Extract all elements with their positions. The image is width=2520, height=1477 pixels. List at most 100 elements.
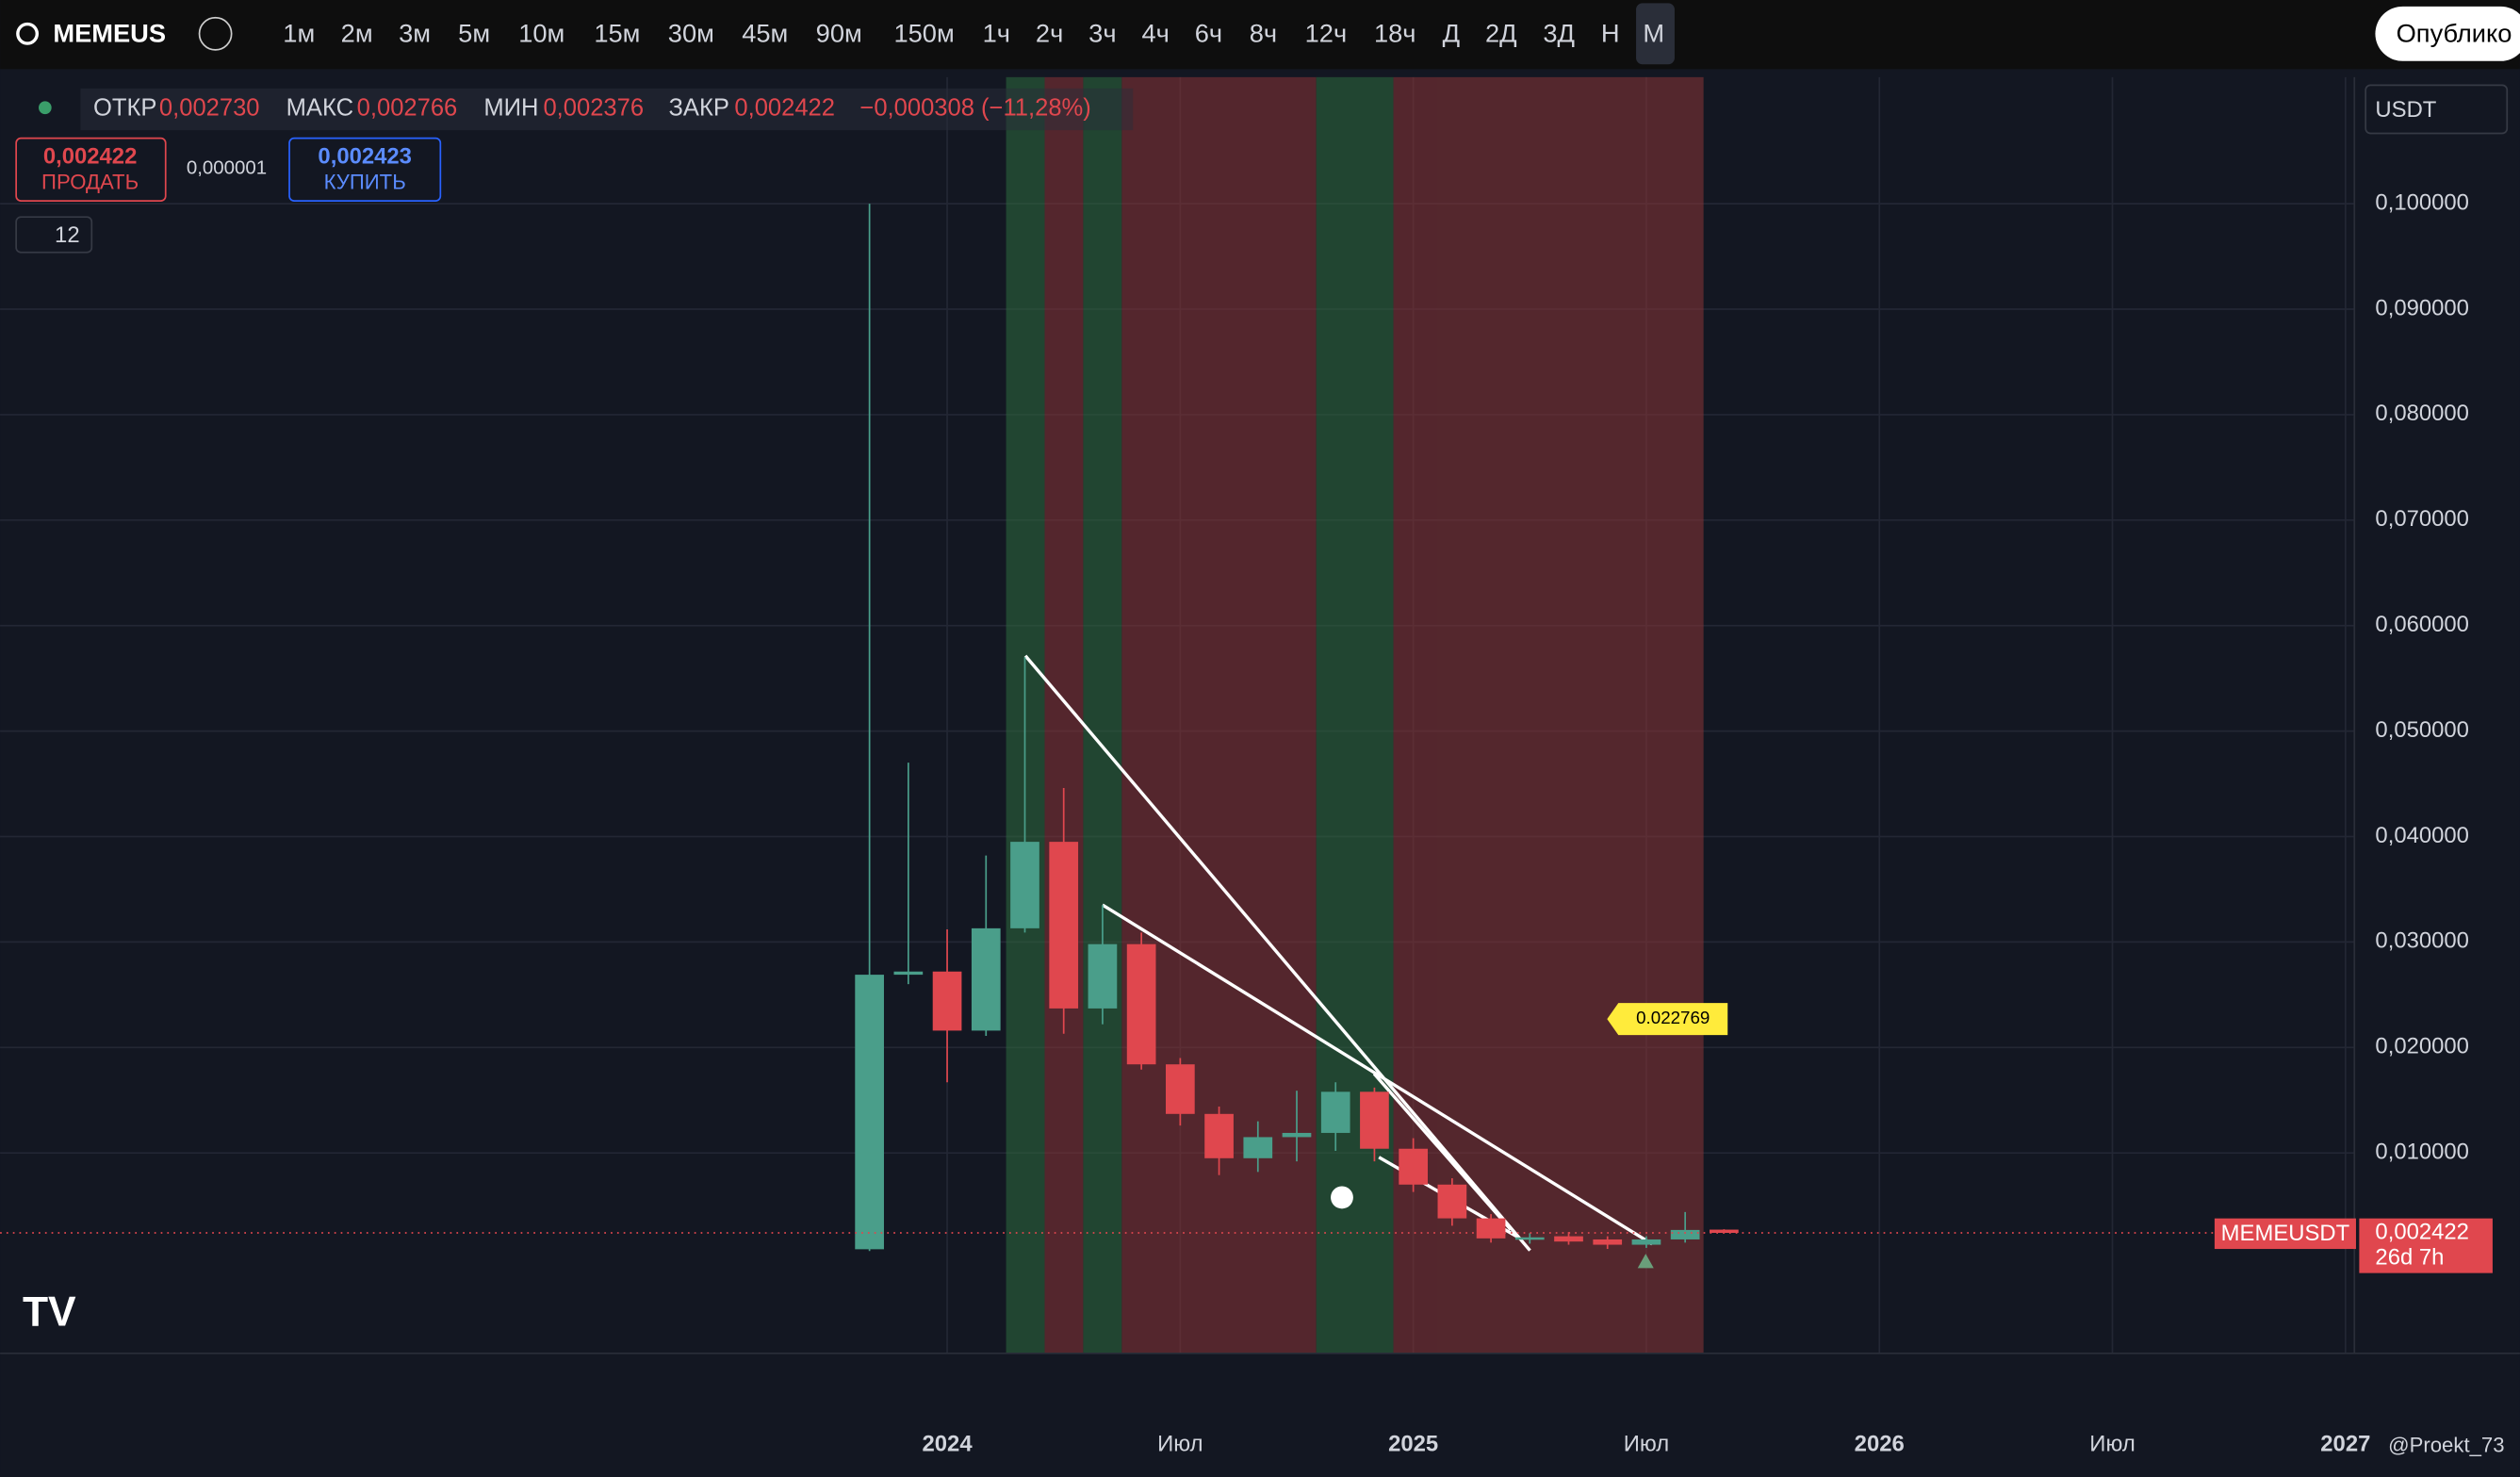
candle-body [1243,1137,1273,1158]
candle-body [1010,842,1039,928]
publish[interactable]: Опублико [2397,19,2512,48]
symbol-tag-text: MEMEUSDT [2221,1221,2350,1246]
y-tick-label: 0,020000 [2375,1034,2469,1059]
y-tick-label: 0,050000 [2375,717,2469,743]
candle-body [1399,1148,1428,1185]
interval[interactable]: 1м [283,19,315,48]
buy-price[interactable]: 0,002423 [318,143,412,169]
currency[interactable]: USDT [2375,97,2436,123]
interval[interactable]: 3м [399,19,431,48]
candle-body [855,975,884,1250]
interval[interactable]: 4ч [1141,19,1169,48]
price-tag-countdown: 26d 7h [2375,1245,2444,1271]
candle-body [1476,1218,1506,1239]
legend-close-name: ЗАКР [668,95,728,122]
y-tick-label: 0,030000 [2375,928,2469,954]
y-tick-label: 0,080000 [2375,401,2469,426]
x-tick-label: 2024 [923,1431,974,1456]
y-tick-label: 0,010000 [2375,1140,2469,1165]
active-interval [1636,3,1675,65]
legend-close: 0,002422 [734,95,835,122]
symbol-tag [2214,1218,2356,1250]
spread: 0,000001 [187,156,267,178]
interval[interactable]: 3ч [1088,19,1116,48]
y-tick-label: 0,070000 [2375,506,2469,532]
candle-body [1554,1236,1583,1242]
toolbar [0,0,2520,70]
interval[interactable]: 2м [341,19,373,48]
indicators-toggle[interactable] [15,216,93,254]
interval[interactable]: 2ч [1036,19,1063,48]
legend-open: 0,002730 [159,95,260,122]
legend-bg [80,88,1134,131]
status-dot [39,101,52,115]
x-tick-label: 2027 [2320,1431,2370,1456]
indicators-count[interactable]: 12 [55,222,80,248]
interval[interactable]: 5м [458,19,490,48]
candle-body [1204,1113,1234,1158]
x-tick-label: 2025 [1388,1431,1438,1456]
y-tick-label: 0,040000 [2375,823,2469,848]
candle-body [1360,1091,1389,1149]
candle-body [1593,1239,1623,1245]
interval[interactable]: 150м [893,19,954,48]
interval[interactable]: 2Д [1485,19,1517,48]
x-tick-label: Июл [2089,1431,2135,1456]
legend-open-name: ОТКР [93,95,156,122]
interval[interactable]: 90м [816,19,862,48]
x-tick-label: Июл [1157,1431,1203,1456]
y-tick-label: 0,100000 [2375,189,2469,215]
symbol[interactable]: MEMEUS [53,19,166,48]
legend-high: 0,002766 [357,95,458,122]
sell-button[interactable] [15,137,167,203]
candle-body [971,927,1001,1031]
candle-body [1166,1064,1195,1114]
candle-body [1088,944,1118,1009]
interval[interactable]: 45м [742,19,788,48]
interval[interactable]: Д [1443,19,1460,48]
signal-bands [1006,76,1704,1354]
interval[interactable]: 1ч [983,19,1010,48]
y-tick-label: 0,060000 [2375,612,2469,637]
x-tick-label: 2026 [1855,1431,1905,1456]
interval[interactable]: М [1643,19,1664,48]
candle-body [1710,1229,1739,1234]
legend-high-name: МАКС [286,95,353,122]
candle-body [893,971,924,976]
interval[interactable]: 15м [594,19,640,48]
interval[interactable]: 18ч [1374,19,1416,48]
candle-body [1437,1184,1467,1219]
buy-label[interactable]: КУПИТЬ [324,170,406,193]
publish-button[interactable] [2375,6,2520,61]
add-symbol[interactable] [198,16,233,51]
candle-body [1514,1237,1545,1240]
legend-low-name: МИН [483,95,538,122]
candle-body [932,971,962,1031]
alert-tag[interactable] [1607,1003,1728,1036]
alert-price[interactable]: 0.022769 [1636,1008,1710,1027]
buy-button[interactable] [288,137,442,203]
currency-select[interactable] [2365,84,2509,135]
interval[interactable]: 8ч [1250,19,1277,48]
price-tag [2359,1218,2493,1273]
interval[interactable]: 12ч [1305,19,1348,48]
logo: TV [23,1289,76,1336]
candle-body [1282,1132,1312,1138]
interval[interactable]: 3Д [1543,19,1575,48]
candle-body [1320,1091,1350,1133]
marker [1637,1254,1654,1269]
alarm-icon[interactable] [1331,1186,1353,1209]
price-tag-price: 0,002422 [2375,1219,2469,1244]
y-tick-label: 0,090000 [2375,295,2469,320]
interval[interactable]: 30м [668,19,714,48]
search-icon[interactable] [16,22,40,45]
sell-label[interactable]: ПРОДАТЬ [41,170,139,193]
candle-body [1126,944,1156,1065]
sell-price[interactable]: 0,002422 [43,143,138,169]
candle-body [1631,1239,1661,1245]
interval[interactable]: 6ч [1195,19,1222,48]
interval[interactable]: 10м [518,19,565,48]
interval[interactable]: Н [1601,19,1620,48]
legend-change: −0,000308 (−11,28%) [859,95,1090,122]
